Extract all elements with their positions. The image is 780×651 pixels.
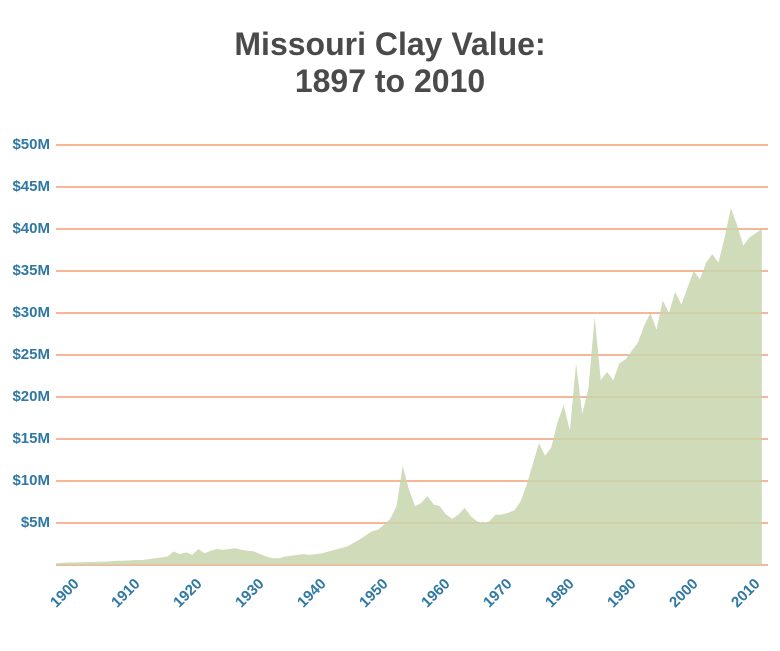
y-axis-label: $30M bbox=[0, 304, 50, 321]
y-axis-label: $10M bbox=[0, 472, 50, 489]
y-axis-label: $5M bbox=[0, 514, 50, 531]
y-axis-label: $50M bbox=[0, 136, 50, 153]
y-axis-label: $40M bbox=[0, 220, 50, 237]
y-axis-label: $45M bbox=[0, 178, 50, 195]
y-axis-label: $25M bbox=[0, 346, 50, 363]
y-axis-label: $35M bbox=[0, 262, 50, 279]
area-chart bbox=[0, 0, 780, 651]
y-axis-label: $15M bbox=[0, 430, 50, 447]
y-axis-label: $20M bbox=[0, 388, 50, 405]
chart-container: Missouri Clay Value: 1897 to 2010 $5M$10… bbox=[0, 0, 780, 651]
area-series bbox=[56, 208, 762, 565]
